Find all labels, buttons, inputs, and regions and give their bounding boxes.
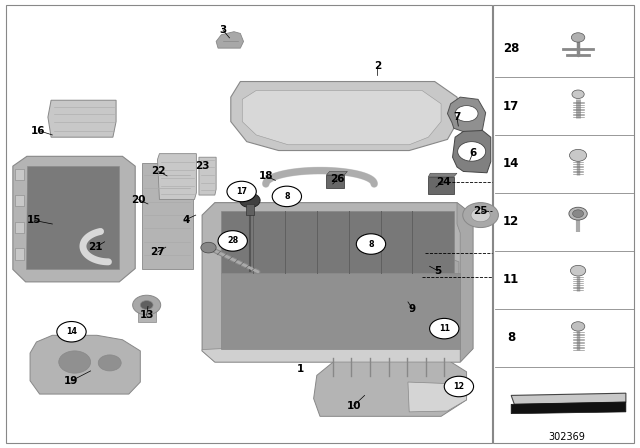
Circle shape xyxy=(227,181,256,202)
Circle shape xyxy=(132,295,161,315)
Text: 9: 9 xyxy=(409,304,416,314)
Text: 7: 7 xyxy=(453,112,461,122)
Polygon shape xyxy=(202,202,473,362)
Text: 19: 19 xyxy=(64,376,79,386)
Circle shape xyxy=(570,265,586,276)
Polygon shape xyxy=(141,163,193,269)
Text: 2: 2 xyxy=(374,61,381,71)
Text: 15: 15 xyxy=(28,215,42,225)
Circle shape xyxy=(455,106,478,121)
FancyBboxPatch shape xyxy=(493,5,634,443)
Text: 28: 28 xyxy=(503,42,519,55)
Circle shape xyxy=(59,351,91,373)
Circle shape xyxy=(573,210,584,217)
Polygon shape xyxy=(452,130,491,173)
FancyBboxPatch shape xyxy=(6,5,492,443)
Circle shape xyxy=(572,33,585,42)
Text: 17: 17 xyxy=(503,99,519,112)
Text: 17: 17 xyxy=(236,187,247,196)
Polygon shape xyxy=(414,297,440,320)
Circle shape xyxy=(429,319,459,339)
Circle shape xyxy=(463,202,499,228)
Text: 27: 27 xyxy=(150,247,165,257)
Polygon shape xyxy=(326,172,348,175)
Polygon shape xyxy=(48,100,116,137)
Text: 12: 12 xyxy=(453,382,465,391)
Circle shape xyxy=(444,376,474,397)
Text: 18: 18 xyxy=(259,171,273,181)
Circle shape xyxy=(57,322,86,342)
Polygon shape xyxy=(221,211,454,273)
Circle shape xyxy=(240,193,260,207)
Bar xyxy=(138,307,156,322)
Text: 3: 3 xyxy=(220,26,227,35)
Text: 10: 10 xyxy=(346,401,361,411)
Polygon shape xyxy=(26,166,119,269)
Circle shape xyxy=(471,208,490,222)
Circle shape xyxy=(569,207,588,220)
Polygon shape xyxy=(216,32,244,48)
Polygon shape xyxy=(428,173,457,177)
Circle shape xyxy=(272,186,301,207)
Text: 25: 25 xyxy=(474,206,488,215)
Polygon shape xyxy=(202,349,460,362)
Text: 16: 16 xyxy=(31,125,45,135)
Bar xyxy=(15,169,24,181)
Bar xyxy=(326,175,344,188)
Text: 22: 22 xyxy=(152,167,166,177)
Polygon shape xyxy=(408,382,467,412)
Circle shape xyxy=(218,231,247,251)
Polygon shape xyxy=(431,258,459,283)
Text: 28: 28 xyxy=(227,237,238,246)
Text: 5: 5 xyxy=(435,266,442,276)
Circle shape xyxy=(201,242,216,253)
Polygon shape xyxy=(511,402,626,414)
Circle shape xyxy=(99,355,121,371)
Text: 20: 20 xyxy=(131,194,146,205)
Polygon shape xyxy=(13,156,135,282)
Polygon shape xyxy=(30,335,140,394)
Polygon shape xyxy=(221,273,460,349)
Circle shape xyxy=(570,149,587,161)
Text: 26: 26 xyxy=(330,174,344,185)
Circle shape xyxy=(356,234,386,254)
Circle shape xyxy=(572,322,585,331)
Polygon shape xyxy=(243,90,441,145)
Bar xyxy=(15,222,24,233)
Circle shape xyxy=(572,90,584,99)
Text: 8: 8 xyxy=(284,192,290,201)
Text: 6: 6 xyxy=(469,148,477,158)
Text: 14: 14 xyxy=(503,157,519,170)
Text: 11: 11 xyxy=(439,324,450,333)
Text: 13: 13 xyxy=(140,310,154,320)
Polygon shape xyxy=(157,154,196,199)
Circle shape xyxy=(458,142,486,161)
Text: 21: 21 xyxy=(88,242,103,252)
Text: 23: 23 xyxy=(195,161,209,171)
Polygon shape xyxy=(511,393,626,404)
Text: 8: 8 xyxy=(507,331,515,344)
Text: 4: 4 xyxy=(182,215,190,224)
Text: 8: 8 xyxy=(368,240,374,249)
Text: 12: 12 xyxy=(503,215,519,228)
Bar xyxy=(15,195,24,206)
Bar xyxy=(246,204,253,215)
Polygon shape xyxy=(314,353,467,416)
Polygon shape xyxy=(397,327,460,344)
Circle shape xyxy=(140,301,153,310)
Polygon shape xyxy=(199,157,216,195)
Polygon shape xyxy=(457,202,473,362)
Polygon shape xyxy=(231,82,460,151)
Text: 302369: 302369 xyxy=(549,432,586,442)
Text: 1: 1 xyxy=(297,364,305,374)
Text: 24: 24 xyxy=(436,177,451,187)
Text: 14: 14 xyxy=(66,327,77,336)
Text: 11: 11 xyxy=(503,273,519,286)
Polygon shape xyxy=(447,97,486,135)
Bar xyxy=(15,249,24,260)
Bar xyxy=(428,177,454,194)
